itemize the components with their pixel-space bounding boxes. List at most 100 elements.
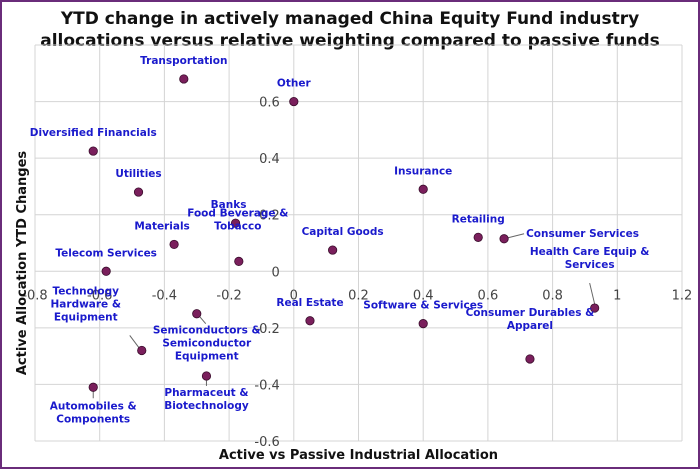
data-point-label-line: Software & Services <box>363 300 483 312</box>
data-point <box>101 266 111 276</box>
x-tick-label: 0.8 <box>542 288 563 303</box>
data-point-label: Banks <box>211 199 247 211</box>
data-point-label: Food Beverage & Tobacco <box>187 207 288 232</box>
data-point-label-line: Insurance <box>394 165 452 177</box>
data-point-label-line: Pharmaceut & <box>164 387 248 399</box>
data-point-label-line: Food Beverage & <box>187 207 288 219</box>
data-point-label-line: Hardware & <box>51 298 121 310</box>
y-tick-label: -0.4 <box>254 378 279 393</box>
data-point <box>230 218 241 228</box>
leader-line <box>199 316 207 325</box>
y-tick-label: -0.6 <box>254 435 279 450</box>
data-point-label-line: Real Estate <box>276 297 343 309</box>
data-point <box>88 146 98 156</box>
data-point <box>137 345 147 356</box>
chart-title-line-1: YTD change in actively managed China Equ… <box>60 9 640 29</box>
data-point-label-line: Tobacco <box>214 220 261 232</box>
data-point-label-line: Services <box>565 259 615 271</box>
leader-lines <box>92 233 596 399</box>
data-point-label-line: Banks <box>211 199 247 211</box>
data-point-label: Insurance <box>394 165 452 177</box>
x-tick-label: 0.2 <box>348 288 369 303</box>
y-tick-label: 0.4 <box>259 152 280 167</box>
data-point-label-line: Consumer Durables & <box>466 307 595 319</box>
data-point <box>418 184 428 194</box>
y-tick-label: 0.6 <box>259 96 280 111</box>
data-point-label: Automobiles & Components <box>50 400 137 425</box>
y-axis-title: Active Allocation YTD Changes <box>15 151 30 376</box>
data-points <box>88 74 600 392</box>
data-point-label: Transportation <box>140 55 227 67</box>
data-point <box>418 319 428 329</box>
data-point-label: Semiconductors & Semiconductor Equipment <box>153 325 261 363</box>
data-point-label-line: Utilities <box>115 168 161 180</box>
data-point <box>88 382 98 392</box>
data-point-label: Consumer Services <box>526 228 639 240</box>
data-point <box>192 309 202 319</box>
x-tick-label: 0.4 <box>413 288 434 303</box>
data-point-label: Real Estate <box>276 297 343 309</box>
data-point-label-line: Other <box>277 78 312 90</box>
data-point-label: Software & Services <box>363 300 483 312</box>
data-point <box>525 354 535 364</box>
leader-line <box>507 233 525 239</box>
y-tick-label: 0 <box>272 265 280 280</box>
data-point-label: Technology Hardware & Equipment <box>51 285 121 323</box>
data-point-label-line: Health Care Equip & <box>530 246 650 258</box>
data-point <box>201 371 212 381</box>
data-point <box>169 239 179 250</box>
y-tick-label: 0.2 <box>259 209 280 224</box>
data-point-label-line: Materials <box>134 220 189 232</box>
data-point-label: Materials <box>134 220 189 232</box>
data-point-label-line: Consumer Services <box>526 228 639 240</box>
x-tick-label: 1.2 <box>672 288 693 303</box>
data-point-label-line: Diversified Financials <box>30 127 157 139</box>
chart-title: YTD change in actively managed China Equ… <box>0 8 700 52</box>
data-point-label-line: Biotechnology <box>164 400 249 412</box>
x-tick-label: 0.6 <box>478 288 499 303</box>
data-point-label-line: Equipment <box>175 351 239 363</box>
data-point <box>289 96 299 107</box>
x-axis-title: Active vs Passive Industrial Allocation <box>219 448 498 463</box>
data-point-label-line: Components <box>56 413 130 425</box>
leader-line <box>589 282 596 305</box>
data-point-label-line: Equipment <box>54 311 118 323</box>
data-point <box>179 74 189 84</box>
data-point-label-line: Apparel <box>507 320 553 332</box>
x-tick-label: 1 <box>613 288 621 303</box>
data-point <box>590 303 600 313</box>
y-tick-label: -0.2 <box>254 322 279 337</box>
data-point <box>234 256 244 266</box>
x-tick-label: -0.8 <box>22 288 47 303</box>
grid-lines <box>34 44 683 442</box>
x-tick-label: -0.4 <box>152 288 177 303</box>
point-labels: Transportation Other Diversified Financial… <box>30 55 650 425</box>
data-point <box>473 232 483 242</box>
data-point-label: Health Care Equip & Services <box>530 246 650 271</box>
data-point <box>133 187 144 197</box>
data-point-label-line: Telecom Services <box>55 247 157 259</box>
data-point-label: Consumer Durables & Apparel <box>466 307 595 332</box>
data-point-label: Retailing <box>452 213 505 225</box>
data-point-label-line: Semiconductor <box>162 338 252 350</box>
data-point-label: Utilities <box>115 168 161 180</box>
x-tick-label: -0.6 <box>87 288 112 303</box>
tick-labels: -0.8 -0.6 -0.4 -0.2 0 0.2 0.4 0.6 0.8 1 1.2 -0.6 -0.… <box>22 96 692 450</box>
data-point <box>499 234 509 244</box>
data-point-label-line: Retailing <box>452 213 505 225</box>
x-tick-label: -0.2 <box>216 288 241 303</box>
data-point-label-line: Capital Goods <box>302 226 384 238</box>
data-point-label-line: Automobiles & <box>50 400 137 412</box>
data-point <box>328 245 338 255</box>
data-point-label-line: Semiconductors & <box>153 325 261 337</box>
data-point-label: Pharmaceut & Biotechnology <box>164 387 249 412</box>
data-point-label: Capital Goods <box>302 226 384 238</box>
x-tick-label: 0 <box>290 288 298 303</box>
data-point-label-line: Transportation <box>140 55 227 67</box>
data-point-label: Other <box>277 78 312 90</box>
data-point-label: Telecom Services <box>55 247 157 259</box>
data-point-label: Diversified Financials <box>30 127 157 139</box>
data-point-label-line: Technology <box>53 285 120 297</box>
